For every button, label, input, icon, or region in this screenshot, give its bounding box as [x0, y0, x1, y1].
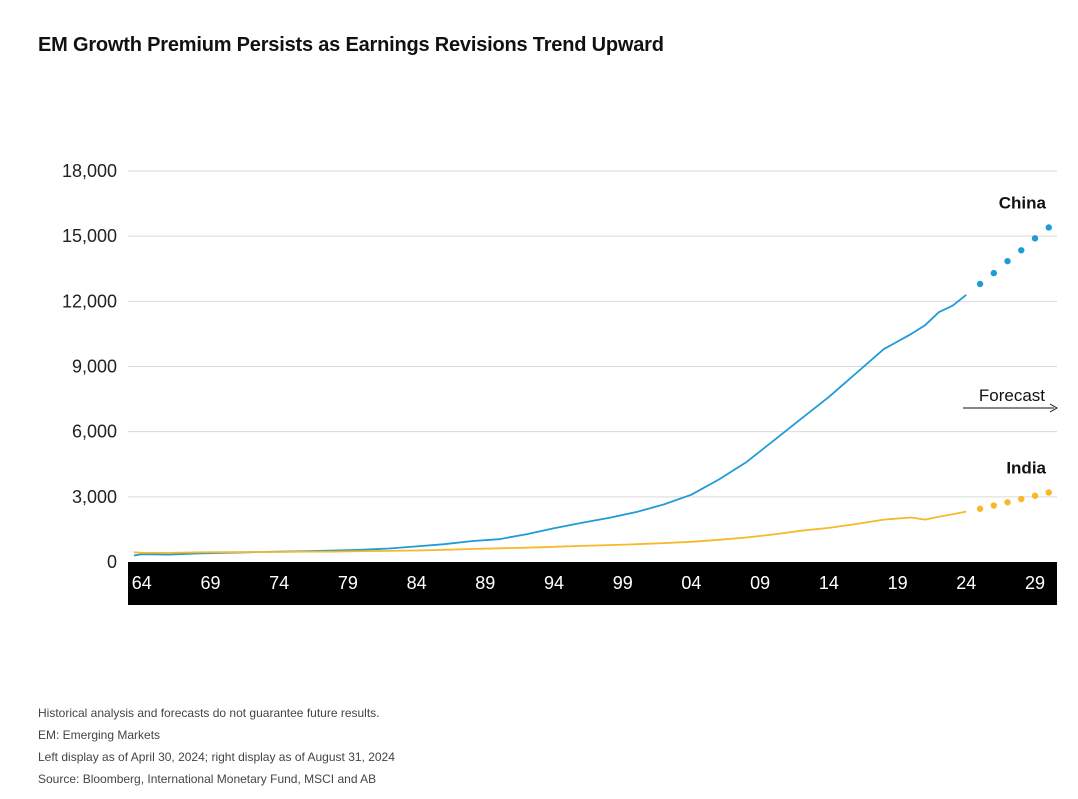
- forecast-dots: China India: [976, 193, 1052, 512]
- forecast-point-china: [1031, 235, 1039, 242]
- forecast-point-india: [1004, 499, 1011, 506]
- x-tick-label: 69: [200, 573, 220, 593]
- series-line-china: [133, 294, 967, 557]
- forecast-point-india: [976, 505, 984, 512]
- footnote-source: Source: Bloomberg, International Monetar…: [38, 772, 377, 786]
- x-tick-label: 14: [819, 573, 839, 593]
- forecast-point-china: [1018, 247, 1025, 254]
- footnote-dates: Left display as of April 30, 2024; right…: [38, 750, 395, 764]
- forecast-point-china: [1045, 224, 1052, 231]
- series-line-india: [133, 510, 967, 554]
- series-lines: [133, 294, 967, 557]
- series-label-india: India: [1006, 458, 1046, 477]
- forecast-label: Forecast: [979, 386, 1045, 405]
- annotations: Forecast: [963, 386, 1059, 413]
- forecast-point-china: [1004, 257, 1011, 265]
- y-axis-labels: 0 3,000 6,000 9,000 12,000 15,000 18,000: [62, 161, 117, 572]
- y-tick-label: 15,000: [62, 226, 117, 246]
- forecast-point-china: [976, 280, 984, 288]
- series-label-china: China: [999, 193, 1047, 212]
- y-tick-label: 9,000: [72, 357, 117, 377]
- chart-title: EM Growth Premium Persists as Earnings R…: [38, 34, 664, 56]
- x-tick-label: 89: [475, 573, 495, 593]
- y-tick-label: 3,000: [72, 487, 117, 507]
- x-tick-label: 99: [613, 573, 633, 593]
- y-tick-label: 12,000: [62, 291, 117, 311]
- arrow-head-icon: [1049, 403, 1059, 413]
- forecast-point-china: [990, 269, 997, 277]
- x-tick-label: 24: [956, 573, 976, 593]
- footnote-em: EM: Emerging Markets: [38, 728, 161, 742]
- x-axis-band: [128, 562, 1057, 605]
- y-tick-label: 18,000: [62, 161, 117, 181]
- forecast-point-india: [990, 502, 997, 509]
- y-tick-label: 0: [107, 552, 117, 572]
- x-tick-label: 29: [1025, 573, 1045, 593]
- x-tick-label: 79: [338, 573, 358, 593]
- forecast-point-india: [1045, 489, 1052, 496]
- forecast-point-india: [1031, 492, 1039, 499]
- gridlines: [128, 170, 1057, 498]
- x-tick-label: 64: [132, 573, 152, 593]
- forecast-point-india: [1018, 495, 1025, 503]
- y-tick-label: 6,000: [72, 422, 117, 442]
- x-tick-label: 94: [544, 573, 564, 593]
- line-chart: 0 3,000 6,000 9,000 12,000 15,000 18,000 64 69 7…: [62, 161, 1059, 605]
- x-tick-label: 04: [681, 573, 701, 593]
- x-tick-label: 84: [407, 573, 427, 593]
- x-tick-label: 09: [750, 573, 770, 593]
- footnotes: Historical analysis and forecasts do not…: [38, 702, 395, 790]
- x-tick-label: 19: [888, 573, 908, 593]
- footnote-disclaimer: Historical analysis and forecasts do not…: [38, 706, 380, 720]
- x-axis-labels: 64 69 74 79 84 89 94 99 04 09 14 19 24 29: [132, 573, 1045, 593]
- x-tick-label: 74: [269, 573, 289, 593]
